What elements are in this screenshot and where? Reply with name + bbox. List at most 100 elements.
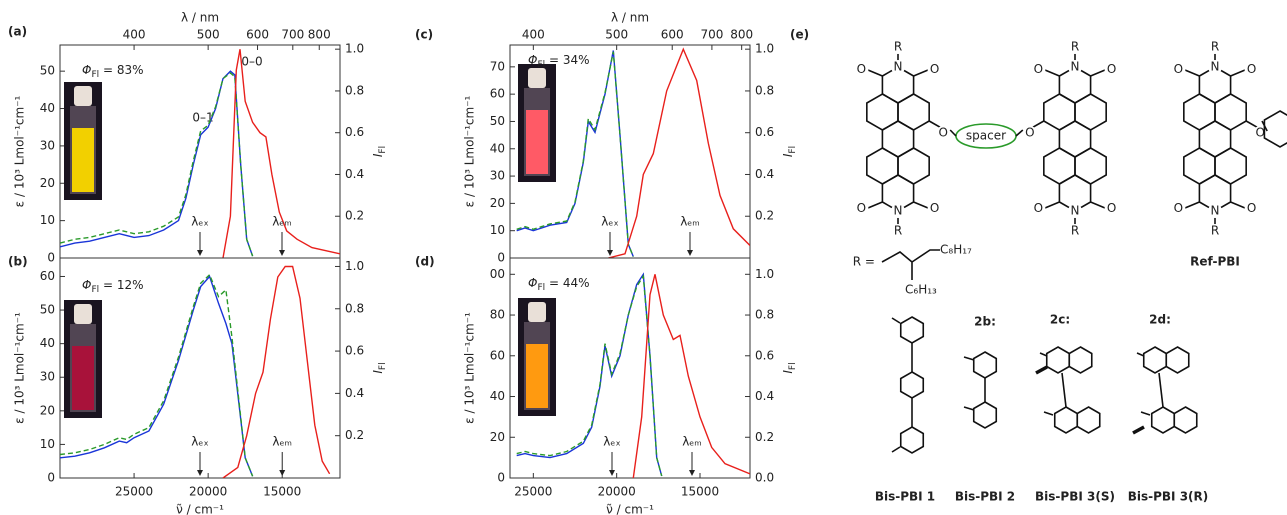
y-tick-label: 40 (40, 336, 55, 350)
atom-label: O (857, 201, 866, 215)
ring (1150, 406, 1176, 434)
y-tick-label: 80 (490, 308, 505, 322)
bond (1044, 201, 1060, 210)
y2-label-main: I (371, 370, 385, 374)
y-tick-label: 20 (490, 430, 505, 444)
yield-symbol: Φ (528, 276, 537, 290)
y2-tick-label: 0.4 (755, 389, 774, 403)
x2-tick-label: 400 (123, 28, 146, 42)
spectrum-line (60, 275, 254, 477)
panel-label: (d) (415, 255, 435, 269)
atom-bg (1208, 204, 1222, 218)
y2-label-sub: Fl (378, 146, 388, 154)
x2-tick-label: 600 (246, 28, 269, 42)
marker-arrowhead (609, 470, 615, 476)
plot-frame (59, 257, 341, 479)
x2-tick-label: 400 (522, 28, 545, 42)
y2-axis-label: IFl (371, 146, 388, 157)
cuvette-cap (528, 68, 546, 88)
atom-bg (1068, 204, 1082, 218)
y2-tick-label: 0.8 (345, 83, 364, 97)
series-group (516, 47, 750, 258)
y2-tick-label: 0.2 (345, 428, 364, 442)
y-tick-label: 20 (40, 176, 55, 190)
bond (913, 68, 929, 77)
bond (1044, 68, 1060, 77)
y2-axis-label: IFl (781, 362, 798, 373)
ring (972, 351, 998, 379)
atom-label: R (1071, 40, 1079, 54)
atom-bg (854, 201, 869, 216)
ring (1045, 346, 1071, 374)
ring (1142, 346, 1168, 374)
marker-label: λₑₘ (682, 435, 702, 449)
yield-subscript: Fl (91, 285, 99, 295)
marker-arrowhead (197, 250, 203, 256)
attachment (1136, 352, 1145, 357)
reference-label: Ref-PBI (1190, 255, 1240, 269)
attachment (891, 317, 901, 324)
atom-bg (1171, 62, 1186, 77)
y-axis-label: ε / 10³ Lmol⁻¹cm⁻¹ (13, 95, 27, 207)
atom-bg (1068, 224, 1082, 238)
yield-text: = 34% (545, 53, 589, 67)
branch-label: C₆H₁₃ (905, 283, 937, 297)
ring (1068, 346, 1093, 374)
branch-label: C₈H₁₇ (940, 243, 972, 257)
y2-tick-label: 1.0 (345, 259, 364, 273)
compound-label: Bis-PBI 3(S) (1035, 490, 1115, 504)
marker-label: λₑₘ (272, 435, 292, 449)
atom-bg (936, 126, 951, 140)
atom-bg (927, 201, 942, 216)
y2-tick-label: 0.8 (345, 301, 364, 315)
x2-tick-label: 800 (308, 28, 331, 42)
yield-text: = 44% (545, 276, 589, 290)
atom-label: R (894, 40, 902, 54)
y2-tick-label: 0.8 (755, 308, 774, 322)
y2-axis-label: IFl (781, 146, 798, 157)
y-tick-label: 50 (40, 303, 55, 317)
spectrum-line (60, 273, 254, 477)
x-axis-label: ν̃ / cm⁻¹ (606, 503, 654, 515)
cuvette-liquid (72, 128, 94, 192)
y2-tick-label: 0.0 (755, 471, 774, 485)
cuvette-cap (528, 302, 546, 322)
y-tick-label: 60 (40, 269, 55, 283)
ring (1263, 110, 1287, 148)
atom-label: R (894, 224, 902, 238)
y2-tick-label: 0.6 (755, 348, 774, 362)
atom-label: O (1255, 126, 1264, 140)
ring (972, 401, 998, 429)
atom-bg (1104, 62, 1119, 77)
series-group (516, 272, 750, 478)
x2-tick-label: 700 (281, 28, 304, 42)
y-tick-label: 40 (40, 101, 55, 115)
spacer-label: spacer (966, 129, 1006, 143)
atom-bg (854, 62, 869, 77)
quantum-yield: ΦFl = 44% (528, 276, 590, 293)
atom-label: R (1211, 224, 1219, 238)
y-tick-label: 70 (490, 59, 505, 73)
ring (899, 426, 925, 454)
atom-label: N (1071, 60, 1080, 74)
atom-bg (891, 60, 905, 74)
bond (1230, 201, 1246, 210)
x2-tick-label: 800 (730, 28, 753, 42)
attachment (1039, 352, 1048, 357)
y2-tick-label: 0.6 (345, 344, 364, 358)
y-axis-label: ε / 10³ Lmol⁻¹cm⁻¹ (463, 95, 477, 207)
atom-bg (891, 224, 905, 238)
spectrum-line (516, 51, 634, 257)
bond (1061, 372, 1067, 408)
y2-label-sub: Fl (788, 362, 798, 370)
atom-bg (1068, 60, 1082, 74)
ring (1165, 346, 1190, 374)
panel-label: (b) (8, 255, 28, 269)
atom-label: O (1034, 201, 1043, 215)
y2-tick-label: 0.4 (755, 167, 774, 181)
marker-arrowhead (607, 250, 613, 256)
annotation: 0–0 (241, 55, 262, 69)
bond (1090, 201, 1106, 210)
y-tick-label: 60 (490, 87, 505, 101)
atom-label: O (1174, 62, 1183, 76)
